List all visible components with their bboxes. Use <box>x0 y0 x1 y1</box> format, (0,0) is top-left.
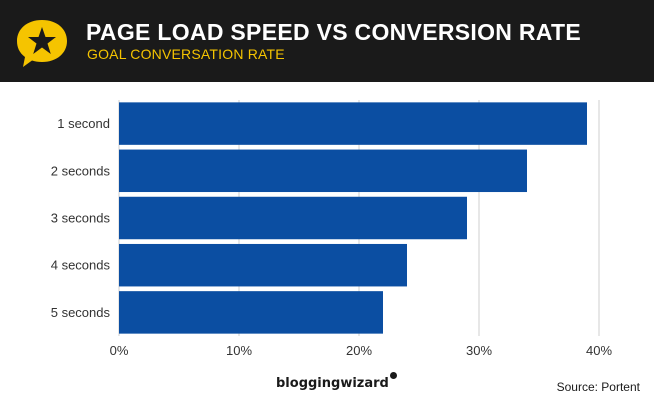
source-label: Source: <box>556 380 598 394</box>
source-name: Portent <box>601 380 640 394</box>
category-label: 4 seconds <box>51 258 111 273</box>
x-tick-label: 0% <box>110 343 129 358</box>
brand-logo: bloggingwizard <box>276 372 397 391</box>
bar-4 <box>119 243 407 287</box>
bar-1 <box>119 102 587 145</box>
x-axis-tick-labels: 0% 10% 20% 30% 40% <box>110 343 613 358</box>
chart-title: PAGE LOAD SPEED VS CONVERSION RATE <box>86 19 581 45</box>
brand-name: bloggingwizard <box>276 376 389 391</box>
category-label: 1 second <box>57 116 110 131</box>
category-label: 5 seconds <box>51 305 111 320</box>
bar-2 <box>119 149 527 193</box>
x-tick-label: 30% <box>466 343 492 358</box>
header-banner: PAGE LOAD SPEED VS CONVERSION RATE GOAL … <box>0 0 654 82</box>
star-speech-bubble-icon <box>17 20 67 67</box>
category-label: 2 seconds <box>51 163 111 178</box>
brand-dot-icon <box>389 372 397 379</box>
x-tick-label: 10% <box>226 343 252 358</box>
bar-3 <box>119 196 467 240</box>
bars <box>119 102 587 334</box>
bar-chart: 1 second 2 seconds 3 seconds 4 seconds 5 sec… <box>51 100 613 358</box>
category-label: 3 seconds <box>51 211 111 226</box>
chart-subtitle: GOAL CONVERSATION RATE <box>87 46 285 62</box>
x-tick-label: 20% <box>346 343 372 358</box>
bar-5 <box>119 291 383 334</box>
category-labels: 1 second 2 seconds 3 seconds 4 seconds 5 sec… <box>51 116 111 320</box>
x-tick-label: 40% <box>586 343 612 358</box>
source-credit: Source: Portent <box>557 380 640 394</box>
